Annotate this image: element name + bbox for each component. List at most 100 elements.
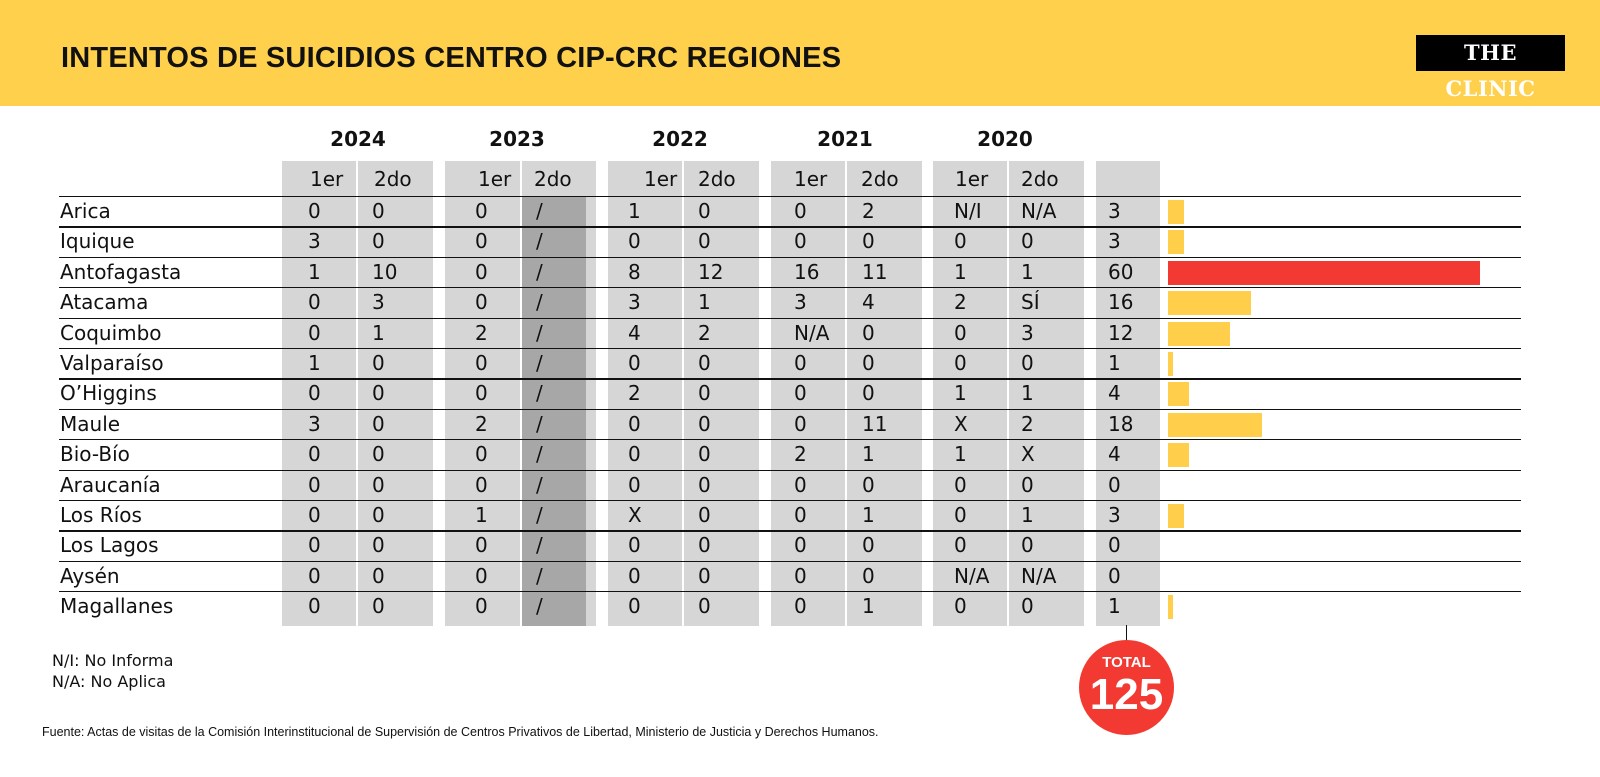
row-total: 4 bbox=[1108, 442, 1121, 467]
half-header: 1er bbox=[644, 167, 678, 191]
table-cell: 2 bbox=[794, 442, 807, 467]
table-cell: 11 bbox=[862, 411, 888, 436]
table-cell: 0 bbox=[1021, 594, 1034, 619]
table-cell: 3 bbox=[308, 229, 321, 254]
row-divider bbox=[59, 226, 1521, 228]
half-header: 2do bbox=[861, 167, 899, 191]
table-cell: 0 bbox=[862, 381, 875, 406]
table-cell: / bbox=[536, 259, 543, 284]
table-cell: 1 bbox=[698, 290, 711, 315]
table-cell: 0 bbox=[1021, 229, 1034, 254]
table-cell: 0 bbox=[372, 229, 385, 254]
table-cell: 0 bbox=[475, 229, 488, 254]
table-cell: 0 bbox=[475, 199, 488, 223]
table-cell: / bbox=[536, 229, 543, 254]
table-cell: / bbox=[536, 290, 543, 315]
table-cell: N/I bbox=[954, 199, 982, 223]
total-bar bbox=[1168, 595, 1174, 620]
table-cell: 0 bbox=[308, 563, 321, 588]
table-cell: 1 bbox=[862, 594, 875, 619]
table-cell: X bbox=[1021, 442, 1035, 467]
row-divider bbox=[59, 439, 1521, 441]
table-cell: 0 bbox=[794, 594, 807, 619]
region-label: Maule bbox=[60, 411, 121, 436]
total-bar bbox=[1168, 382, 1189, 407]
table-cell: 0 bbox=[794, 351, 807, 375]
table-cell: 2 bbox=[475, 411, 488, 436]
table-cell: 0 bbox=[475, 533, 488, 558]
table-cell: 0 bbox=[794, 472, 807, 497]
row-total: 18 bbox=[1108, 411, 1134, 436]
half-header: 1er bbox=[478, 167, 512, 191]
table-cell: 1 bbox=[862, 503, 875, 527]
table-cell: 0 bbox=[308, 533, 321, 558]
row-total: 3 bbox=[1108, 199, 1121, 223]
table-cell: 0 bbox=[1021, 533, 1034, 558]
row-total: 0 bbox=[1108, 472, 1121, 497]
table-cell: 0 bbox=[475, 442, 488, 467]
region-label: Coquimbo bbox=[60, 320, 162, 345]
table-cell: 2 bbox=[475, 320, 488, 345]
table-cell: 0 bbox=[372, 351, 385, 375]
table-cell: 0 bbox=[308, 472, 321, 497]
table-cell: / bbox=[536, 411, 543, 436]
region-label: Bio-Bío bbox=[60, 442, 130, 467]
half-separator-2020 bbox=[1007, 161, 1009, 626]
table-cell: 1 bbox=[862, 442, 875, 467]
table-cell: 0 bbox=[628, 563, 641, 588]
table-cell: 2 bbox=[698, 320, 711, 345]
table-cell: 0 bbox=[308, 199, 321, 223]
table-cell: 0 bbox=[794, 411, 807, 436]
region-label: Los Lagos bbox=[60, 533, 159, 558]
year-header-2023: 2023 bbox=[489, 127, 545, 151]
table-cell: 0 bbox=[475, 290, 488, 315]
table-cell: 8 bbox=[628, 259, 641, 284]
table-cell: 0 bbox=[698, 229, 711, 254]
table-cell: / bbox=[536, 381, 543, 406]
row-divider bbox=[59, 469, 1521, 471]
table-cell: 0 bbox=[698, 594, 711, 619]
table-cell: 11 bbox=[862, 259, 888, 284]
row-divider bbox=[59, 500, 1521, 502]
row-divider bbox=[59, 256, 1521, 259]
table-cell: 3 bbox=[628, 290, 641, 315]
region-label: Los Ríos bbox=[60, 503, 142, 527]
half-header: 1er bbox=[794, 167, 828, 191]
total-bar bbox=[1168, 412, 1262, 437]
row-total: 0 bbox=[1108, 533, 1121, 558]
table-cell: 0 bbox=[698, 411, 711, 436]
table-cell: 2 bbox=[954, 290, 967, 315]
table-cell: SÍ bbox=[1021, 290, 1040, 315]
total-bar bbox=[1168, 291, 1252, 316]
year-header-2020: 2020 bbox=[977, 127, 1033, 151]
year-header-2024: 2024 bbox=[330, 127, 386, 151]
table-cell: 0 bbox=[794, 503, 807, 527]
table-cell: 0 bbox=[954, 229, 967, 254]
table-cell: / bbox=[536, 199, 543, 223]
table-cell: 0 bbox=[794, 229, 807, 254]
table-cell: N/A bbox=[954, 563, 990, 588]
half-header: 2do bbox=[374, 167, 412, 191]
table-cell: 1 bbox=[628, 199, 641, 223]
table-cell: 1 bbox=[308, 351, 321, 375]
table-cell: 0 bbox=[372, 563, 385, 588]
row-divider bbox=[59, 530, 1521, 532]
region-label: Arica bbox=[60, 199, 111, 223]
table-cell: 0 bbox=[862, 229, 875, 254]
total-bar bbox=[1168, 200, 1184, 224]
table-cell: 12 bbox=[698, 259, 724, 284]
table-cell: 0 bbox=[1021, 472, 1034, 497]
total-bar bbox=[1168, 230, 1184, 255]
table-cell: 0 bbox=[475, 351, 488, 375]
table-cell: 0 bbox=[628, 442, 641, 467]
table-cell: / bbox=[536, 472, 543, 497]
half-header: 1er bbox=[955, 167, 989, 191]
table-cell: 0 bbox=[628, 229, 641, 254]
table-cell: 0 bbox=[475, 563, 488, 588]
half-separator-2022 bbox=[682, 161, 684, 626]
table-cell: 1 bbox=[372, 320, 385, 345]
total-connector-line bbox=[1126, 625, 1127, 651]
table-cell: 1 bbox=[1021, 259, 1034, 284]
region-label: Valparaíso bbox=[60, 351, 164, 375]
row-divider bbox=[59, 348, 1521, 350]
